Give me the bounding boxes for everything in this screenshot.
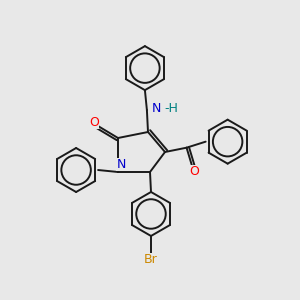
Text: N: N <box>152 101 162 115</box>
Text: O: O <box>189 165 199 178</box>
Text: N: N <box>116 158 126 170</box>
Text: -H: -H <box>164 101 178 115</box>
Text: Br: Br <box>144 254 158 266</box>
Text: O: O <box>89 116 99 129</box>
